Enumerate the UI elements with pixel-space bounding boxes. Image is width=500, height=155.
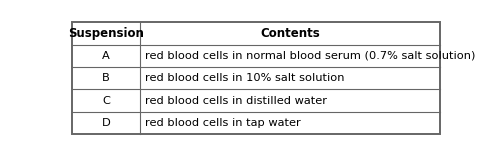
Text: Suspension: Suspension — [68, 27, 144, 40]
Text: A: A — [102, 51, 110, 61]
Text: red blood cells in distilled water: red blood cells in distilled water — [145, 96, 327, 106]
Text: C: C — [102, 96, 110, 106]
Text: red blood cells in tap water: red blood cells in tap water — [145, 118, 300, 128]
Text: red blood cells in normal blood serum (0.7% salt solution): red blood cells in normal blood serum (0… — [145, 51, 476, 61]
Text: Contents: Contents — [260, 27, 320, 40]
Text: D: D — [102, 118, 110, 128]
Text: red blood cells in 10% salt solution: red blood cells in 10% salt solution — [145, 73, 344, 83]
Text: B: B — [102, 73, 110, 83]
